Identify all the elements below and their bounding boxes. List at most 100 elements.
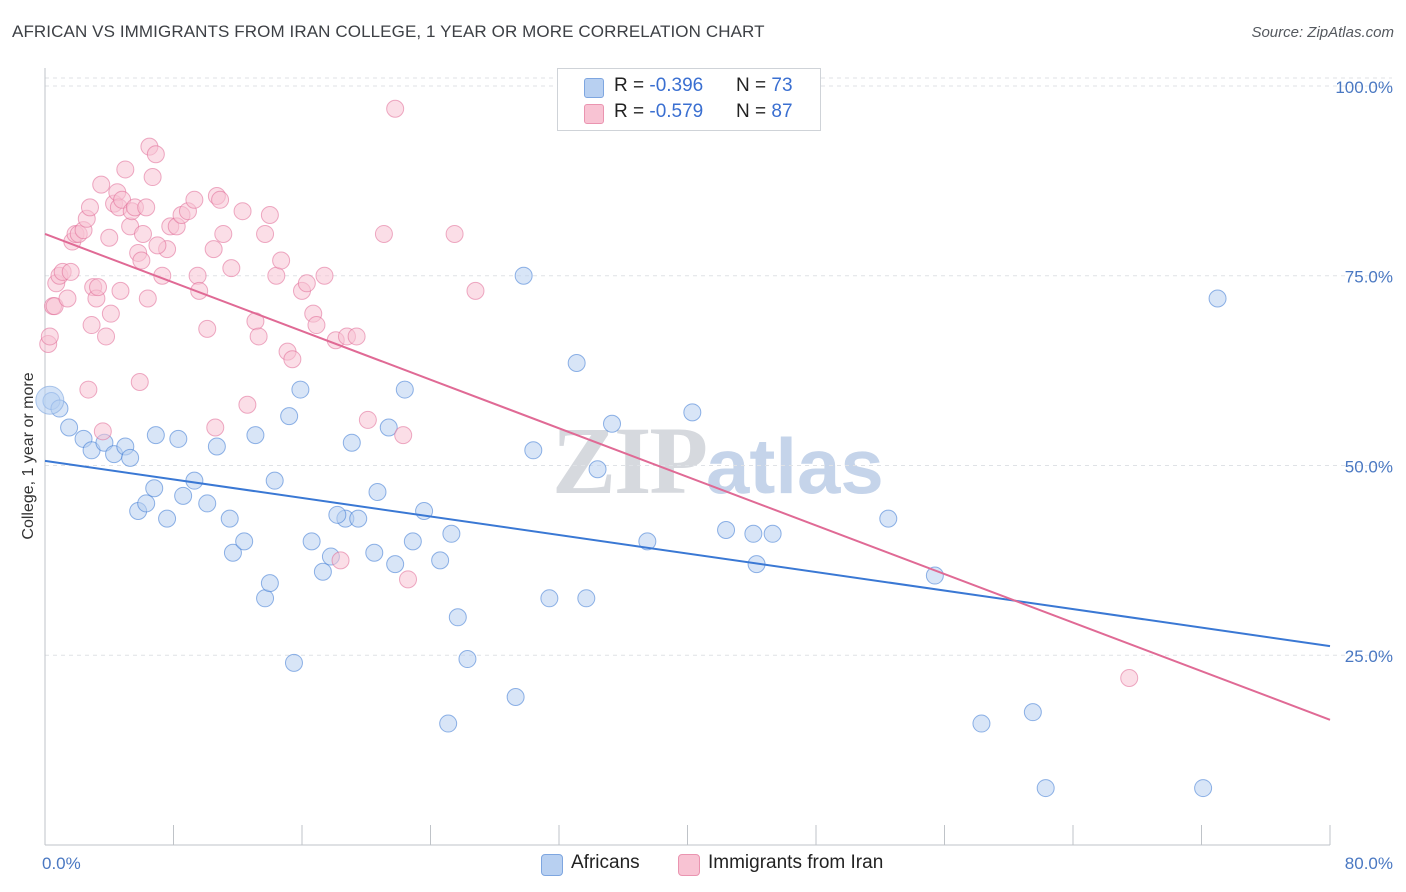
legend-n-value-iran: 87 [771,101,793,122]
tick-labels: 25.0% 50.0% 75.0% 100.0% 0.0% 80.0% College, 1… [20,78,1393,873]
point-iran-49 [204,240,223,259]
point-africans-66 [1036,779,1055,798]
point-africans-cluster [35,385,65,415]
source-label: Source: ZipAtlas.com [1251,24,1394,41]
point-africans-38 [379,418,398,437]
x-tick-label-min: 0.0% [42,854,81,873]
legend-r-africans: R = -0.396 [614,75,704,96]
legend-swatch-iran [584,104,604,124]
point-iran-48 [198,319,217,338]
point-africans-34 [349,509,368,528]
point-africans-39 [386,555,405,574]
point-africans-22 [246,426,265,445]
y-tick-label-100: 100.0% [1335,78,1393,97]
point-iran-7 [58,289,77,308]
point-africans-44 [442,524,461,543]
x-tick-label-max: 80.0% [1345,854,1393,873]
point-africans-14 [169,429,188,448]
point-iran-79 [466,281,485,300]
point-iran-77 [399,570,418,589]
point-iran-58 [256,224,275,243]
point-africans-52 [577,589,596,608]
correlation-legend: R = -0.396 N = 73 R = -0.579 N = 87 [557,68,821,131]
point-iran-82 [130,372,149,391]
point-iran-47 [188,266,207,285]
point-africans-37 [368,483,387,502]
point-africans-26 [280,407,299,426]
point-africans-54 [603,414,622,433]
point-iran-38 [143,168,162,187]
point-africans-53 [588,460,607,479]
point-iran-83 [148,236,167,255]
legend-n-africans: N = 73 [736,75,793,96]
point-africans-12 [158,509,177,528]
point-iran-86 [1120,669,1139,688]
point-africans-46 [458,650,477,669]
point-africans-2 [60,418,79,437]
point-iran-65 [297,274,316,293]
series-label-iran: Immigrants from Iran [708,852,884,873]
point-africans-47 [506,687,525,706]
legend-swatch-africans [584,78,604,98]
point-africans-60 [763,524,782,543]
point-iran-81 [93,422,112,441]
point-iran-55 [238,395,257,414]
series-label-africans: Africans [571,852,640,873]
point-iran-22 [101,304,120,323]
point-africans-27 [284,653,303,672]
point-iran-20 [97,327,116,346]
legend-r-value-africans: -0.396 [649,75,704,96]
point-iran-75 [386,99,405,118]
point-iran-85 [206,418,225,437]
point-africans-58 [744,524,763,543]
point-africans-11 [145,479,164,498]
point-iran-63 [283,350,302,369]
point-africans-45 [448,608,467,627]
trend-line-iran [44,233,1331,721]
point-iran-68 [315,266,334,285]
legend-row-iran: R = -0.579 N = 87 [558,100,820,126]
legend-r-value-iran: -0.579 [649,101,704,122]
point-iran-76 [394,426,413,445]
point-africans-40 [395,380,414,399]
point-iran-59 [260,205,279,224]
point-iran-39 [146,145,165,164]
point-iran-8 [61,262,80,281]
point-iran-80 [79,380,98,399]
point-africans-48 [514,266,533,285]
point-africans-57 [717,520,736,539]
point-iran-18 [89,278,108,297]
point-iran-51 [211,190,230,209]
point-iran-21 [100,228,119,247]
point-iran-74 [374,224,393,243]
series-legend: Africans Immigrants from Iran [0,852,1406,878]
point-africans-20 [223,543,242,562]
point-iran-36 [138,289,157,308]
point-iran-67 [307,316,326,335]
point-africans-50 [540,589,559,608]
point-africans-56 [683,403,702,422]
point-iran-73 [358,410,377,429]
point-africans-43 [431,551,450,570]
point-iran-78 [445,224,464,243]
point-iran-35 [137,198,156,217]
point-iran-84 [190,281,209,300]
chart-title: AFRICAN VS IMMIGRANTS FROM IRAN COLLEGE,… [12,22,765,41]
point-africans-28 [291,380,310,399]
legend-n-iran: N = 87 [736,101,793,122]
point-africans-17 [198,494,217,513]
y-tick-label-50: 50.0% [1345,457,1393,476]
point-iran-1 [40,327,59,346]
point-africans-24 [260,574,279,593]
point-africans-23 [256,589,275,608]
watermark-zip: ZIP [552,407,708,514]
point-africans-29 [302,532,321,551]
point-iran-33 [132,251,151,270]
point-iran-61 [272,251,291,270]
point-iran-46 [185,190,204,209]
series-swatch-iran [678,854,700,876]
point-africans-63 [972,714,991,733]
legend-row-africans: R = -0.396 N = 73 [558,74,820,100]
point-africans-65 [1208,289,1227,308]
